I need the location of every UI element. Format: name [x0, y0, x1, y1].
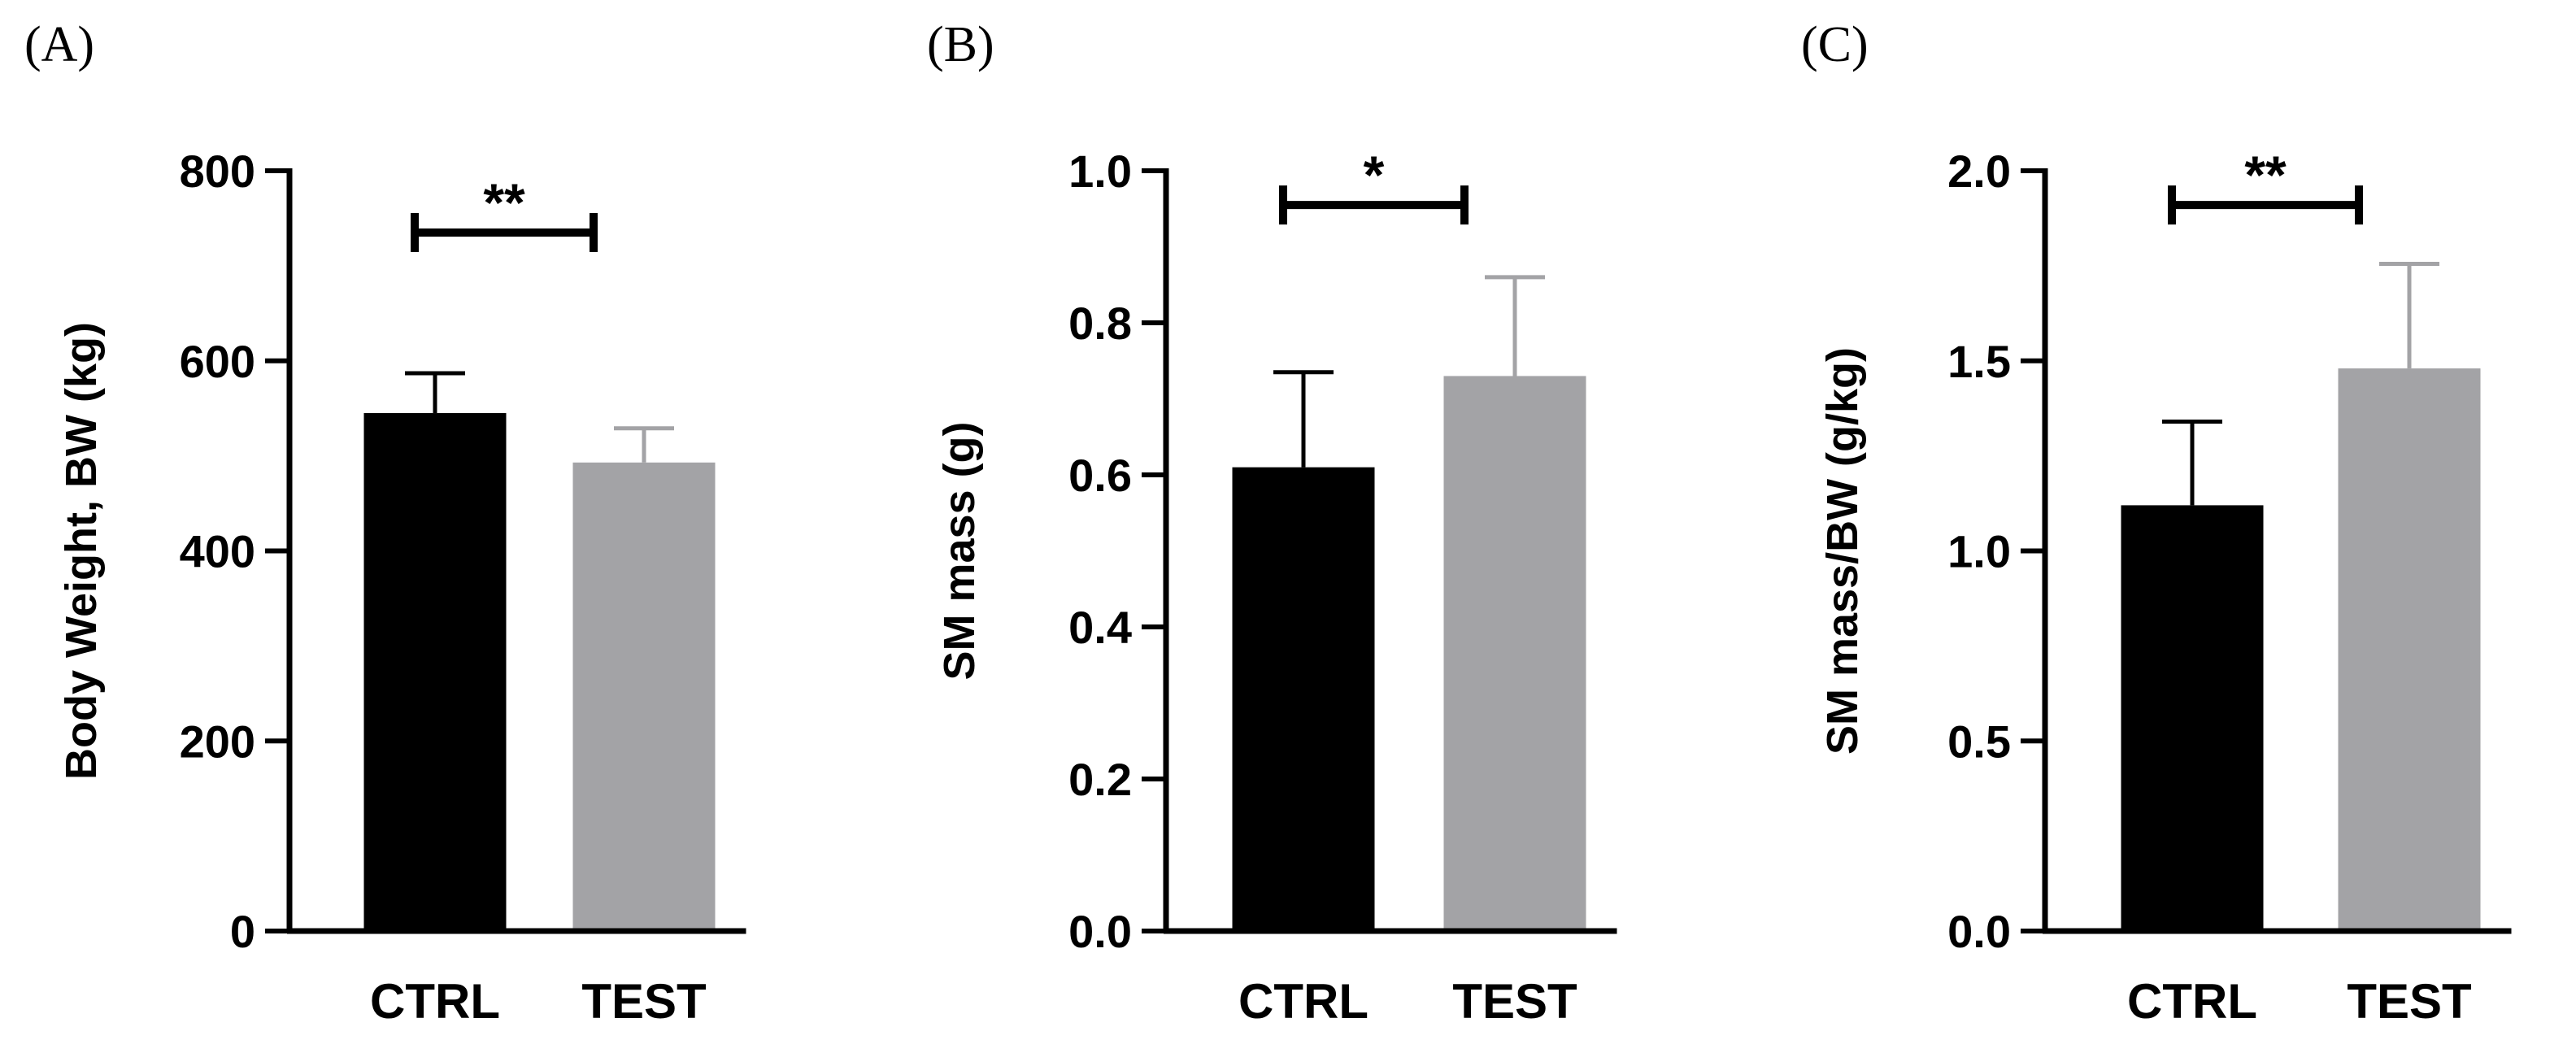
- panel-label: (A): [24, 17, 94, 72]
- significance-label: **: [483, 172, 525, 233]
- y-tick-label: 1.5: [1947, 336, 2011, 387]
- y-axis-title: SM mass (g): [935, 421, 984, 680]
- significance-label: **: [2244, 145, 2287, 205]
- bar-ctrl: [1232, 467, 1375, 931]
- panel-label: (B): [927, 17, 994, 72]
- chart-panel-3: (C) CTRL TEST 0.0 0.5 1.0 1.5 2.0 SM mass/BW (g/…: [1801, 17, 2512, 1029]
- y-tick-label: 2.0: [1947, 146, 2011, 197]
- bar-test: [572, 462, 716, 931]
- y-tick-label: 0.2: [1068, 754, 1132, 805]
- bar-ctrl: [2121, 505, 2264, 931]
- x-tick-label-test: TEST: [2347, 974, 2471, 1029]
- y-tick-label: 0.4: [1068, 602, 1132, 653]
- y-tick-label: 0: [230, 906, 255, 957]
- y-tick-label: 0.8: [1068, 298, 1132, 349]
- panel-label: (C): [1801, 17, 1869, 72]
- y-tick-label: 0.0: [1947, 906, 2011, 957]
- y-tick-label: 1.0: [1068, 146, 1132, 197]
- bar-ctrl: [363, 413, 507, 931]
- y-tick-label: 0.6: [1068, 450, 1132, 501]
- chart-panel-1: (A) CTRL TEST 0 200 400 600 800 Body Weight, BW …: [24, 17, 746, 1029]
- y-tick-label: 0.5: [1947, 716, 2011, 767]
- x-tick-label-ctrl: CTRL: [2127, 974, 2257, 1029]
- bar-test: [1443, 376, 1586, 931]
- y-axis-title: Body Weight, BW (kg): [57, 322, 106, 780]
- significance-label: *: [1364, 145, 1385, 205]
- y-tick-label: 600: [180, 336, 255, 387]
- y-tick-label: 800: [180, 146, 255, 197]
- y-axis-title: SM mass/BW (g/kg): [1818, 347, 1867, 755]
- bar-test: [2338, 368, 2481, 932]
- x-tick-label-ctrl: CTRL: [1238, 974, 1368, 1029]
- y-tick-label: 400: [180, 526, 255, 577]
- x-tick-label-test: TEST: [1452, 974, 1577, 1029]
- x-tick-label-ctrl: CTRL: [370, 974, 500, 1029]
- y-tick-label: 0.0: [1068, 906, 1132, 957]
- chart-panel-2: (B) CTRL TEST 0.0 0.2 0.4 0.6 0.8 1.0 SM mass (g)…: [927, 17, 1617, 1029]
- x-tick-label-test: TEST: [581, 974, 706, 1029]
- y-tick-label: 1.0: [1947, 526, 2011, 577]
- y-tick-label: 200: [180, 716, 255, 767]
